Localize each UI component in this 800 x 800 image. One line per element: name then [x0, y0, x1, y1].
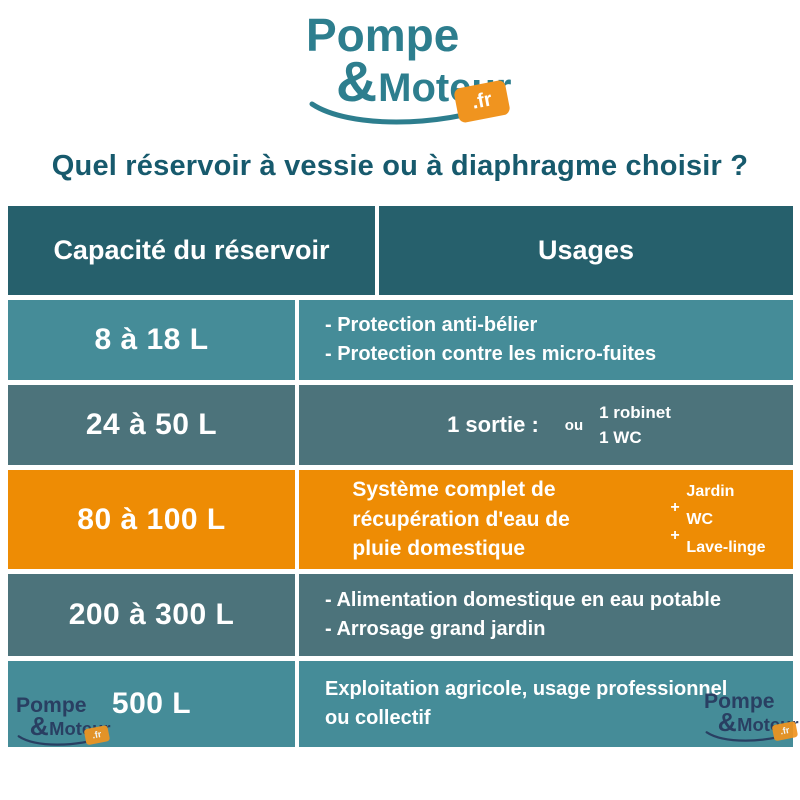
table-row: 500 L Exploitation agricole, usage profe… — [8, 661, 793, 747]
usage-item: + Lave-linge — [670, 526, 766, 556]
column-divider — [295, 661, 299, 747]
usage-line: - Protection contre les micro-fuites — [325, 343, 657, 365]
table-row-highlight: 80 à 100 L Système complet de récupérati… — [8, 470, 793, 569]
table-row: 24 à 50 L 1 sortie : ou 1 robinet 1 WC — [8, 385, 793, 465]
capacity-cell: 200 à 300 L — [68, 598, 235, 631]
watermark-logo-right: Pompe & Moteur .fr — [692, 690, 800, 742]
usage-description: Système complet de récupération d'eau de… — [352, 478, 570, 561]
usage-item: + WC — [670, 498, 714, 528]
usage-cell: - Alimentation domestique en eau potable… — [299, 574, 793, 656]
table-row: 200 à 300 L - Alimentation domestique en… — [8, 574, 793, 656]
outlet-option: 1 WC — [599, 428, 642, 447]
logo-ampersand: & — [336, 50, 378, 114]
usage-line: ou collectif — [325, 707, 431, 729]
plus-icon: + — [670, 498, 680, 516]
logo-ampersand: & — [717, 707, 737, 737]
outlet-options: 1 robinet 1 WC — [599, 400, 671, 451]
or-connector: ou — [564, 416, 584, 434]
outlet-option: 1 robinet — [599, 402, 671, 422]
usage-item: Jardin — [686, 482, 735, 500]
outlet-label: 1 sortie : — [447, 412, 539, 437]
brand-logo: Pompe & Moteur .fr — [280, 9, 520, 125]
table-header-row: Capacité du réservoir Usages — [8, 206, 793, 295]
header-usages: Usages — [537, 235, 635, 265]
column-divider — [295, 385, 299, 465]
capacity-cell: 80 à 100 L — [77, 502, 226, 536]
capacity-usage-table: Capacité du réservoir Usages 8 à 18 L - … — [8, 206, 793, 747]
column-divider — [295, 470, 299, 569]
usage-cell: 1 sortie : ou 1 robinet 1 WC — [299, 385, 793, 465]
usage-line: Exploitation agricole, usage professionn… — [325, 678, 728, 700]
column-divider — [295, 300, 299, 380]
column-divider — [295, 574, 299, 656]
usage-line: - Protection anti-bélier — [325, 314, 538, 336]
logo-ampersand: & — [29, 711, 49, 741]
usage-cell: Exploitation agricole, usage professionn… — [299, 661, 793, 747]
usage-item-list: Jardin + WC + Lave-linge — [670, 478, 765, 562]
usage-cell: - Protection anti-bélier - Protection co… — [299, 300, 793, 380]
capacity-cell: 8 à 18 L — [94, 323, 209, 356]
watermark-logo-left: Pompe & Moteur .fr — [4, 694, 114, 746]
usage-line: - Arrosage grand jardin — [325, 618, 546, 640]
header-capacity: Capacité du réservoir — [53, 235, 330, 266]
usage-line: - Alimentation domestique en eau potable — [325, 589, 721, 611]
capacity-cell: 24 à 50 L — [85, 408, 218, 441]
usage-cell: Système complet de récupération d'eau de… — [299, 470, 793, 569]
page-title: Quel réservoir à vessie ou à diaphragme … — [51, 150, 749, 182]
capacity-cell: 500 L — [111, 687, 192, 720]
table-row: 8 à 18 L - Protection anti-bélier - Prot… — [8, 300, 793, 380]
column-divider — [375, 206, 379, 295]
plus-icon: + — [670, 526, 680, 544]
logo-word-pompe: Pompe — [306, 9, 460, 61]
